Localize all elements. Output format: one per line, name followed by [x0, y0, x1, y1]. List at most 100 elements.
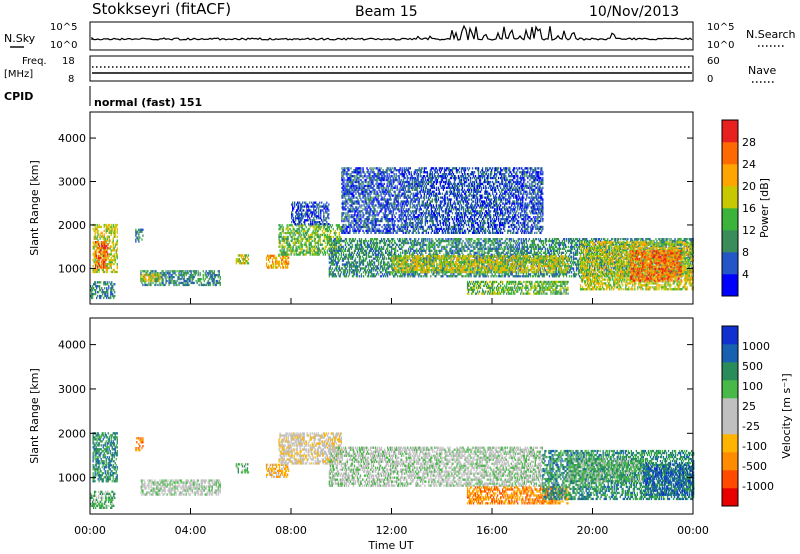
range-cell — [319, 202, 320, 204]
range-cell — [213, 284, 214, 286]
range-cell — [492, 250, 493, 252]
range-cell — [508, 252, 509, 254]
range-cell — [140, 278, 141, 280]
range-cell — [410, 271, 411, 273]
range-cell — [105, 266, 106, 268]
range-cell — [288, 238, 289, 240]
range-cell — [545, 248, 546, 250]
range-cell — [438, 246, 439, 248]
range-cell — [388, 261, 389, 263]
range-cell — [378, 260, 379, 262]
range-cell — [110, 240, 111, 242]
range-cell — [516, 240, 517, 242]
range-cell — [431, 250, 432, 252]
range-cell — [546, 238, 547, 240]
range-cell — [502, 238, 503, 240]
range-cell — [385, 250, 386, 252]
range-cell — [352, 244, 353, 246]
range-cell — [339, 232, 340, 234]
range-cell — [292, 236, 293, 238]
range-cell — [429, 238, 430, 240]
station-title: Stokkseyri (fitACF) — [92, 0, 231, 18]
range-cell — [363, 258, 364, 260]
range-cell — [367, 261, 368, 263]
range-cell — [245, 262, 246, 264]
range-cell — [248, 262, 249, 264]
range-cell — [176, 280, 177, 282]
nsearch-tick-max: 10^5 — [707, 22, 734, 33]
range-cell — [565, 250, 566, 252]
range-cell — [545, 250, 546, 252]
range-cell — [303, 209, 304, 211]
range-cell — [508, 250, 509, 252]
range-cell — [165, 270, 166, 272]
range-cell — [476, 273, 477, 275]
range-cell — [395, 250, 396, 252]
range-cell — [117, 240, 118, 242]
range-cell — [220, 282, 221, 284]
range-cell — [104, 287, 105, 289]
range-cell — [334, 248, 335, 250]
range-cell — [502, 273, 503, 275]
range-cell — [380, 256, 381, 258]
range-cell — [504, 250, 505, 252]
range-cell — [397, 244, 398, 246]
range-cell — [157, 284, 158, 286]
range-cell — [196, 272, 197, 274]
range-cell — [549, 244, 550, 246]
range-cell — [310, 219, 311, 221]
range-cell — [363, 275, 364, 277]
range-cell — [330, 271, 331, 273]
range-cell — [441, 250, 442, 252]
range-cell — [486, 238, 487, 240]
range-cell — [330, 232, 331, 234]
range-cell — [196, 270, 197, 272]
range-cell — [306, 253, 307, 255]
range-cell — [99, 243, 100, 245]
range-cell — [273, 265, 274, 267]
range-cell — [481, 244, 482, 246]
range-cell — [452, 250, 453, 252]
range-cell — [331, 236, 332, 238]
range-cell — [117, 232, 118, 234]
range-cell — [322, 251, 323, 253]
range-cell — [107, 281, 108, 283]
range-cell — [285, 246, 286, 248]
range-cell — [388, 267, 389, 269]
range-cell — [97, 236, 98, 238]
range-cell — [104, 241, 105, 243]
range-cell — [409, 252, 410, 254]
range-cell — [323, 248, 324, 250]
range-cell — [399, 271, 400, 273]
range-cell — [107, 253, 108, 255]
range-cell — [477, 250, 478, 252]
range-cell — [105, 255, 106, 257]
range-cell — [315, 238, 316, 240]
range-cell — [320, 228, 321, 230]
range-cell — [462, 275, 463, 277]
range-cell — [577, 250, 578, 252]
range-cell — [345, 250, 346, 252]
range-cell — [410, 250, 411, 252]
range-cell — [115, 245, 116, 247]
range-cell — [578, 260, 579, 262]
range-cell — [363, 248, 364, 250]
range-cell — [109, 236, 110, 238]
range-cell — [335, 230, 336, 232]
range-cell — [463, 246, 464, 248]
range-cell — [349, 261, 350, 263]
range-cell — [309, 202, 310, 204]
range-cell — [112, 293, 113, 295]
range-cell — [188, 272, 189, 274]
range-cell — [312, 240, 313, 242]
range-cell — [513, 244, 514, 246]
range-cell — [288, 257, 289, 259]
range-cell — [294, 205, 295, 207]
range-cell — [395, 252, 396, 254]
range-cell — [366, 250, 367, 252]
range-cell — [309, 228, 310, 230]
range-cell — [407, 252, 408, 254]
range-cell — [220, 284, 221, 286]
range-cell — [497, 238, 498, 240]
range-cell — [551, 250, 552, 252]
